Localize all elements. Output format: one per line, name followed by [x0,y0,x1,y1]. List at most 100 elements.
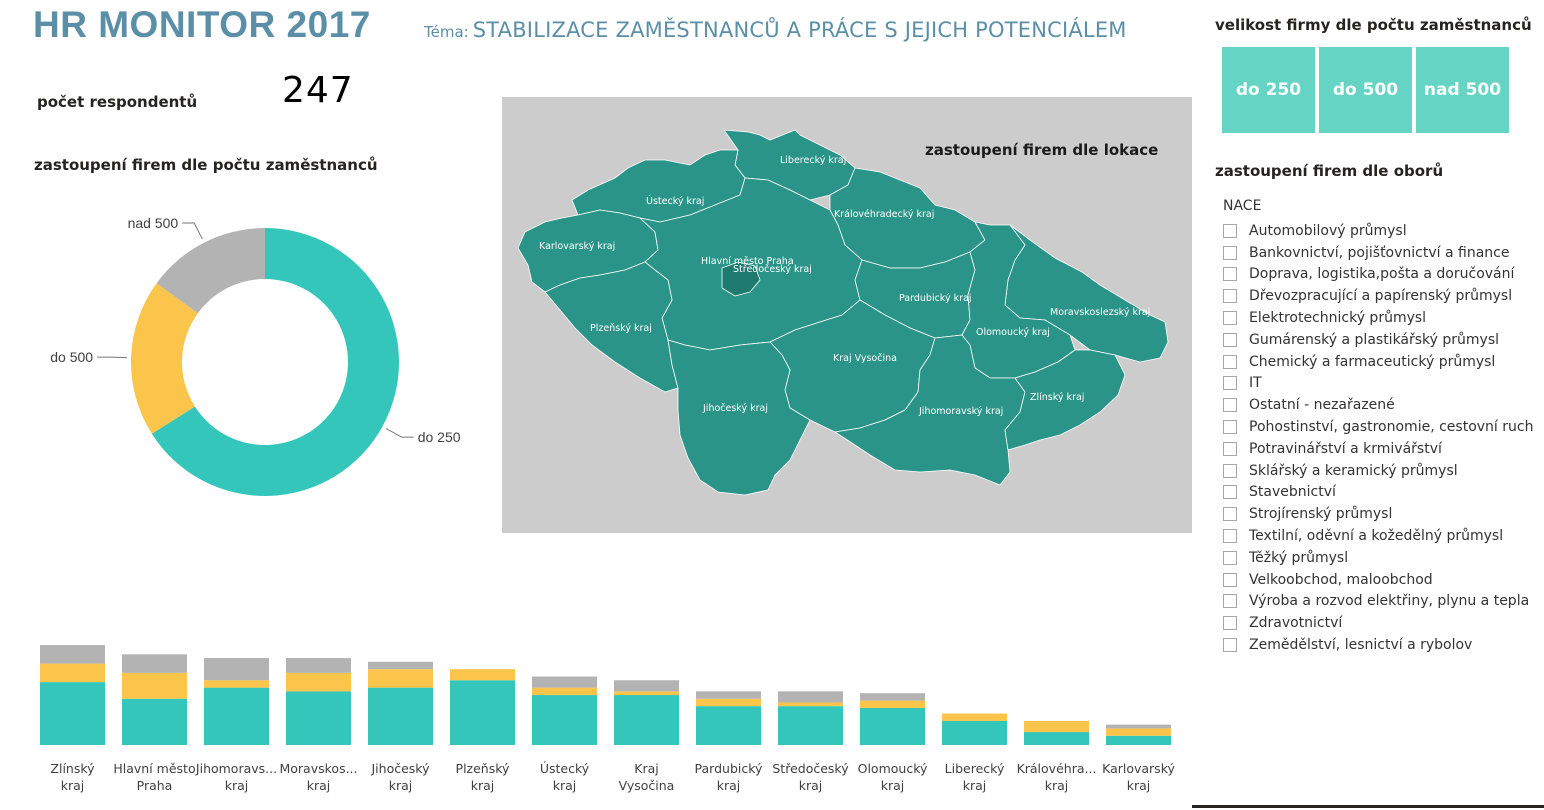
sector-item[interactable]: Bankovnictví, pojišťovnictví a finance [1223,242,1533,264]
bar-do-250-9[interactable] [696,706,761,745]
bar-do-500-1[interactable] [40,663,105,683]
checkbox[interactable] [1223,550,1237,565]
donut-slice-do-500[interactable] [131,283,198,434]
bar-do-500-6[interactable] [450,669,515,681]
checkbox[interactable] [1223,311,1237,326]
donut-chart[interactable]: do 250 do 500 nad 500 [0,185,480,515]
checkbox[interactable] [1223,638,1237,653]
checkbox[interactable] [1223,529,1237,544]
sector-item[interactable]: Zemědělství, lesnictví a rybolov [1223,634,1533,656]
size-button-nad-500[interactable]: nad 500 [1416,47,1509,133]
bar-nad-500-14[interactable] [1106,724,1171,729]
sector-label: Potravinářství a krmivářství [1249,440,1442,457]
bar-nad-500-5[interactable] [368,661,433,670]
bar-do-250-5[interactable] [368,687,433,745]
sector-item[interactable]: IT [1223,373,1533,395]
bar-do-250-13[interactable] [1024,732,1089,745]
bar-do-250-4[interactable] [286,691,351,745]
map-region-jihocesky[interactable] [667,339,811,496]
map-panel[interactable]: Liberecký kraj Ústecký kraj Královéhrade… [502,97,1192,533]
sector-item[interactable]: Velkoobchod, maloobchod [1223,569,1533,591]
checkbox[interactable] [1223,441,1237,456]
sector-item[interactable]: Sklářský a keramický průmysl [1223,460,1533,482]
bar-do-500-7[interactable] [532,687,597,696]
checkbox[interactable] [1223,594,1237,609]
size-button-do-500[interactable]: do 500 [1319,47,1412,133]
size-button-do-250[interactable]: do 250 [1222,47,1315,133]
checkbox[interactable] [1223,616,1237,631]
sector-item[interactable]: Ostatní - nezařazené [1223,394,1533,416]
sector-item[interactable]: Těžký průmysl [1223,547,1533,569]
checkbox[interactable] [1223,354,1237,369]
map-label-praha: Hlavní město Praha [701,256,794,267]
sector-item[interactable]: Elektrotechnický průmysl [1223,307,1533,329]
bar-do-500-8[interactable] [614,691,679,696]
bar-do-250-11[interactable] [860,708,925,745]
bar-do-250-6[interactable] [450,680,515,745]
checkbox[interactable] [1223,572,1237,587]
checkbox[interactable] [1223,376,1237,391]
bar-do-250-3[interactable] [204,687,269,745]
stacked-bar-chart[interactable]: Zlínský kraj Hlavní město PrahaJihomoravs..… [0,585,1190,805]
bar-do-250-2[interactable] [122,698,187,745]
bar-do-250-14[interactable] [1106,735,1171,745]
map-region-praha[interactable] [721,261,761,297]
bar-nad-500-9[interactable] [696,691,761,699]
checkbox[interactable] [1223,398,1237,413]
checkbox[interactable] [1223,332,1237,347]
bar-nad-500-4[interactable] [286,658,351,673]
bar-nad-500-10[interactable] [778,691,843,703]
checkbox[interactable] [1223,267,1237,282]
donut-slice-do-250[interactable] [151,228,399,496]
bar-do-500-14[interactable] [1106,728,1171,736]
bar-do-250-12[interactable] [942,720,1007,745]
sector-item[interactable]: Textilní, oděvní a kožedělný průmysl [1223,525,1533,547]
checkbox[interactable] [1223,420,1237,435]
sector-item[interactable]: Stavebnictví [1223,482,1533,504]
bar-nad-500-2[interactable] [122,654,187,673]
bar-nad-500-7[interactable] [532,676,597,688]
bar-do-500-2[interactable] [122,672,187,699]
checkbox[interactable] [1223,485,1237,500]
checkbox[interactable] [1223,463,1237,478]
bar-do-500-13[interactable] [1024,720,1089,733]
donut-slice-nad-500[interactable] [156,228,265,314]
map-region-jihomoravsky[interactable] [833,334,1026,486]
sector-item[interactable]: Strojírenský průmysl [1223,503,1533,525]
bar-do-500-4[interactable] [286,672,351,692]
map-label-plzensky: Plzeňský kraj [590,323,652,334]
sector-item[interactable]: Chemický a farmaceutický průmysl [1223,351,1533,373]
bar-nad-500-3[interactable] [204,658,269,681]
sector-label: Textilní, oděvní a kožedělný průmysl [1249,528,1504,545]
bar-do-500-3[interactable] [204,680,269,688]
sector-item[interactable]: Dřevozpracující a papírenský průmysl [1223,285,1533,307]
bar-nad-500-1[interactable] [40,645,105,664]
map-region-zlinsky[interactable] [1004,349,1126,451]
sector-item[interactable]: Výroba a rozvod elektřiny, plynu a tepla [1223,591,1533,613]
checkbox[interactable] [1223,245,1237,260]
map-region-plzensky[interactable] [544,261,679,393]
bar-nad-500-8[interactable] [614,680,679,692]
checkbox[interactable] [1223,289,1237,304]
sector-item[interactable]: Pohostinství, gastronomie, cestovní ruch [1223,416,1533,438]
bar-do-250-8[interactable] [614,695,679,745]
bar-do-500-12[interactable] [942,713,1007,721]
bar-do-250-7[interactable] [532,695,597,745]
bar-do-250-10[interactable] [778,706,843,745]
bar-do-500-11[interactable] [860,700,925,708]
bar-do-500-9[interactable] [696,698,761,707]
sector-item[interactable]: Potravinářství a krmivářství [1223,438,1533,460]
bar-do-250-1[interactable] [40,682,105,745]
map-label-pardubicky: Pardubický kraj [899,293,971,304]
sector-item[interactable]: Automobilový průmysl [1223,220,1533,242]
sector-item[interactable]: Doprava, logistika,pošta a doručování [1223,264,1533,286]
bar-do-500-10[interactable] [778,702,843,707]
sector-item[interactable]: Zdravotnictví [1223,612,1533,634]
czech-region-map[interactable]: Liberecký kraj Ústecký kraj Královéhrade… [502,97,1192,533]
checkbox[interactable] [1223,223,1237,238]
checkbox[interactable] [1223,507,1237,522]
sector-item[interactable]: Gumárenský a plastikářský průmysl [1223,329,1533,351]
bar-nad-500-11[interactable] [860,693,925,701]
sector-label: Sklářský a keramický průmysl [1249,462,1458,479]
bar-do-500-5[interactable] [368,669,433,688]
